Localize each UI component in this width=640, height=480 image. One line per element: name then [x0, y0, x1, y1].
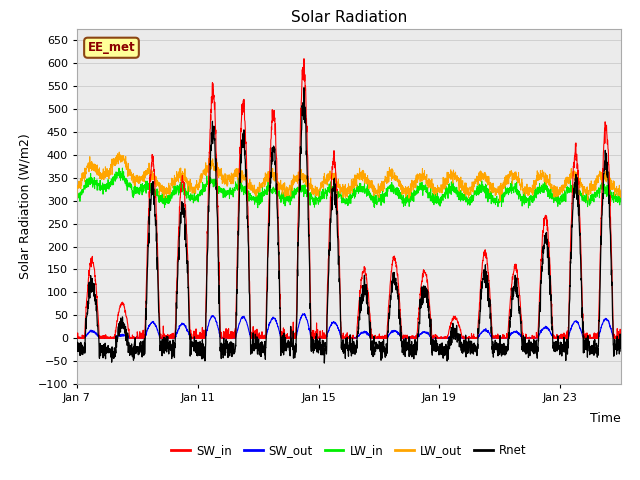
Y-axis label: Solar Radiation (W/m2): Solar Radiation (W/m2): [19, 133, 32, 279]
Title: Solar Radiation: Solar Radiation: [291, 10, 407, 25]
Legend: SW_in, SW_out, LW_in, LW_out, Rnet: SW_in, SW_out, LW_in, LW_out, Rnet: [166, 440, 531, 462]
Text: EE_met: EE_met: [88, 41, 135, 54]
Text: Time: Time: [590, 412, 621, 425]
